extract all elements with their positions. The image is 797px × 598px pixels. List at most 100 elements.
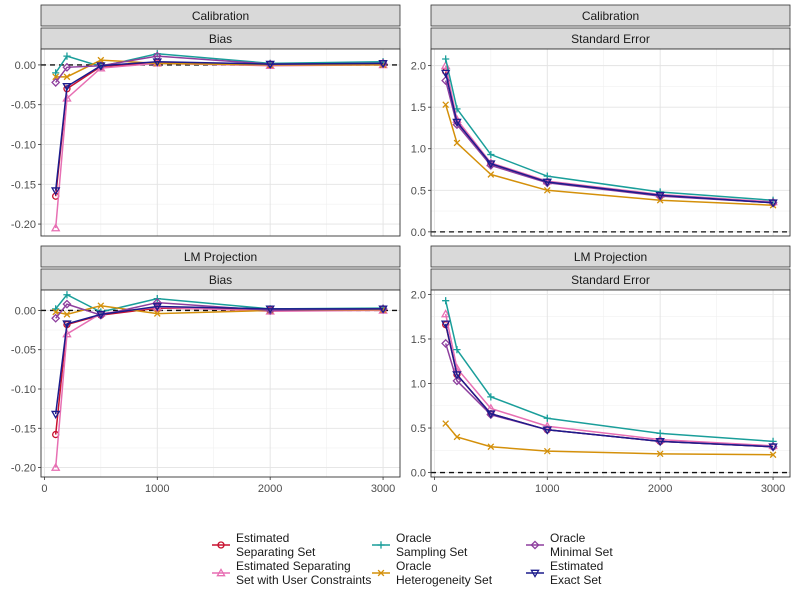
data-point [62, 62, 72, 72]
data-point [51, 77, 61, 87]
data-point [378, 59, 388, 69]
chart-panels: CalibrationBias0.00-0.05-0.10-0.15-0.20C… [11, 4, 791, 495]
data-point [656, 429, 664, 437]
legend-label-line1: Estimated [236, 531, 289, 545]
data-point [543, 447, 551, 455]
data-point [63, 52, 71, 60]
plot-background [431, 49, 790, 236]
data-point [543, 186, 551, 194]
data-point [152, 58, 162, 67]
panel-2: Calibration Standard Error 0.0 0.5 1.0 1.5 2.0 [411, 4, 791, 239]
facet-strip-top [430, 245, 791, 268]
x-tick-label: 2000 [648, 483, 672, 495]
series-est_exact [50, 303, 388, 420]
legend-label-line1: Oracle [550, 531, 586, 545]
data-point [62, 320, 72, 329]
facet-strip-top-label: Calibration [582, 9, 639, 23]
y-tick-label: 1.5 [411, 334, 426, 346]
data-point [96, 311, 106, 320]
plot-background [41, 49, 400, 236]
data-point [440, 320, 451, 329]
legend-key-marker [377, 541, 385, 549]
data-point [51, 313, 61, 323]
data-point [453, 433, 461, 441]
y-tick-label: 0.00 [15, 305, 36, 317]
x-tick-label: 1000 [535, 483, 559, 495]
y-tick-label: 0.5 [411, 423, 426, 435]
legend-label-line1: Estimated [550, 559, 603, 573]
legend-label-line2: Separating Set [236, 545, 316, 559]
panel-border [430, 48, 791, 237]
x-tick-label: 1000 [145, 483, 169, 495]
panel-1: Calibration Bias 0.00 -0.05 -0.10 -0.15 -0.20 [11, 4, 401, 237]
data-point [441, 76, 451, 86]
legend-label-line1: Oracle [396, 531, 432, 545]
data-point [487, 150, 495, 159]
y-tick-label: -0.20 [11, 219, 36, 231]
data-point [487, 443, 495, 451]
x-tick-label: 3000 [371, 483, 395, 495]
data-point [543, 414, 551, 422]
data-point [50, 462, 61, 471]
data-point [152, 51, 162, 61]
series-line [54, 305, 384, 415]
y-tick-label: 0.00 [15, 60, 36, 72]
legend-label-line1: Estimated Separating [236, 559, 351, 573]
series-line [54, 60, 384, 191]
y-tick-label: 1.0 [411, 379, 426, 391]
data-point [52, 308, 60, 316]
data-point [378, 305, 388, 314]
y-axis: 0.00 -0.05 -0.10 -0.15 -0.20 [11, 305, 41, 475]
data-point [542, 421, 552, 430]
y-tick-label: -0.15 [11, 423, 36, 435]
y-tick-label: -0.05 [11, 100, 36, 112]
series-line [55, 59, 384, 78]
facet-strip-sub-label: Standard Error [571, 273, 650, 287]
data-point [63, 291, 71, 299]
data-point [50, 187, 61, 196]
data-point [63, 73, 71, 81]
legend-label-line2: Exact Set [550, 573, 602, 587]
series-line [444, 313, 774, 447]
y-axis: 0.0 0.5 1.0 1.5 2.0 [411, 289, 431, 480]
data-point [655, 438, 665, 447]
data-point [50, 410, 61, 420]
data-point [452, 118, 462, 128]
legend-key-marker [530, 540, 540, 550]
y-tick-label: -0.15 [11, 179, 36, 191]
data-point [486, 160, 496, 169]
facet-strip-top [430, 4, 791, 27]
data-point [442, 55, 450, 63]
x-tick-label: 2000 [258, 483, 282, 495]
x-tick-label: 0 [41, 483, 47, 495]
data-point [441, 338, 451, 348]
panel-border [40, 289, 401, 478]
data-point [442, 297, 450, 305]
y-axis: 0.00 -0.05 -0.10 -0.15 -0.20 [11, 60, 41, 231]
data-point [97, 302, 105, 310]
data-point [486, 410, 496, 419]
legend-key-marker [217, 541, 225, 549]
data-point [62, 83, 72, 92]
data-point [769, 451, 777, 459]
data-point [440, 309, 451, 318]
data-point [96, 62, 106, 71]
data-point [153, 310, 161, 317]
x-tick-label: 0 [431, 483, 437, 495]
facet-strip-sub-label: Bias [209, 32, 232, 46]
data-point [50, 223, 61, 232]
y-tick-label: -0.20 [11, 463, 36, 475]
data-point [768, 199, 778, 208]
series-est_exact [50, 58, 388, 196]
facet-strip-top-label: LM Projection [184, 250, 257, 264]
data-point [542, 178, 552, 187]
legend-label-line1: Oracle [396, 559, 432, 573]
legend-label-line2: Set with User Constraints [236, 573, 371, 587]
series-line [444, 104, 774, 206]
legend-label-line2: Sampling Set [396, 545, 468, 559]
